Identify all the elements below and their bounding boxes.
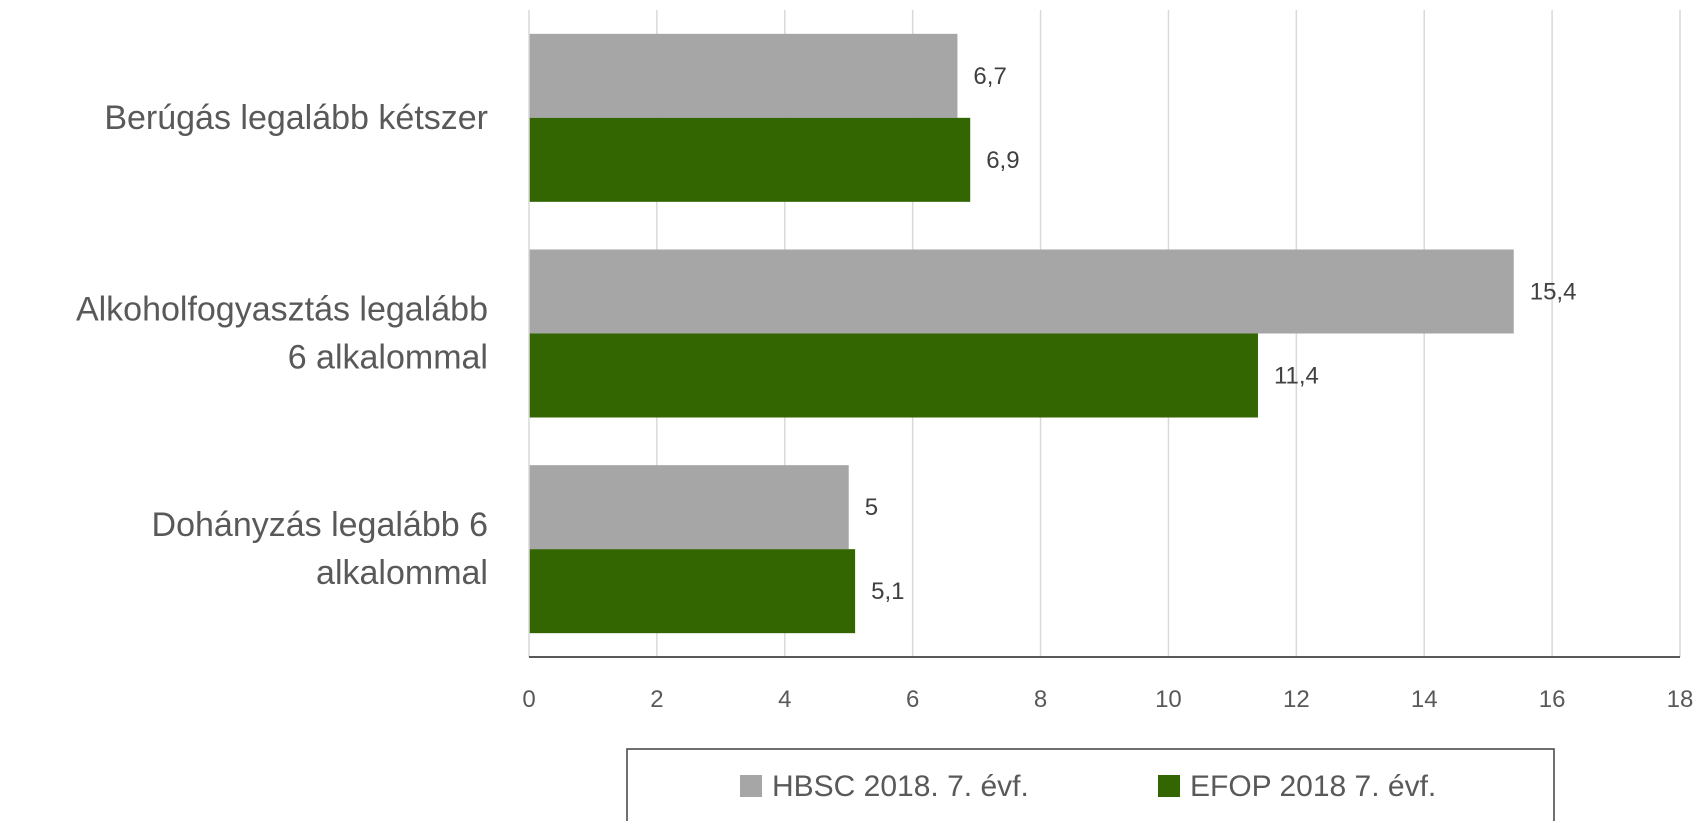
- legend-box: [626, 748, 1555, 826]
- tick-label: 16: [1539, 686, 1566, 713]
- data-label: 5: [865, 494, 878, 521]
- tick-label: 18: [1667, 686, 1694, 713]
- tick-label: 0: [522, 686, 535, 713]
- tick-label: 4: [778, 686, 791, 713]
- bar: [529, 465, 849, 550]
- tick-label: 2: [650, 686, 663, 713]
- bar: [529, 249, 1514, 334]
- data-label: 6,7: [973, 63, 1006, 90]
- category-label: 6 alkalommal: [288, 339, 488, 377]
- x-axis: 0 2 4 6 8 10 12 14 16 18: [522, 10, 1693, 713]
- category-label: Alkoholfogyasztás legalább: [76, 291, 488, 329]
- bar: [529, 333, 1258, 418]
- data-label: 6,9: [986, 147, 1019, 174]
- tick-label: 14: [1411, 686, 1438, 713]
- data-label: 11,4: [1274, 363, 1319, 390]
- bar: [529, 117, 971, 202]
- data-label: 15,4: [1530, 279, 1577, 306]
- tick-label: 10: [1155, 686, 1182, 713]
- legend-swatch: [740, 775, 762, 797]
- data-label: 5,1: [871, 578, 904, 605]
- legend-label: HBSC 2018. 7. évf.: [772, 770, 1029, 803]
- tick-label: 6: [906, 686, 919, 713]
- category-label: Dohányzás legalább 6: [152, 506, 488, 544]
- category-label: Berúgás legalább kétszer: [104, 99, 488, 137]
- legend: HBSC 2018. 7. évf. EFOP 2018 7. évf.: [626, 748, 1555, 826]
- category-label: alkalommal: [316, 554, 488, 592]
- bars: 6,7 6,9 15,4 11,4 5 5,1: [529, 33, 1577, 634]
- bar: [529, 549, 856, 634]
- tick-label: 12: [1283, 686, 1310, 713]
- legend-label: EFOP 2018 7. évf.: [1190, 770, 1436, 803]
- tick-label: 8: [1034, 686, 1047, 713]
- legend-swatch: [1158, 775, 1180, 797]
- category-labels: Berúgás legalább kétszer Alkoholfogyasztá…: [76, 99, 488, 592]
- bar: [529, 33, 958, 118]
